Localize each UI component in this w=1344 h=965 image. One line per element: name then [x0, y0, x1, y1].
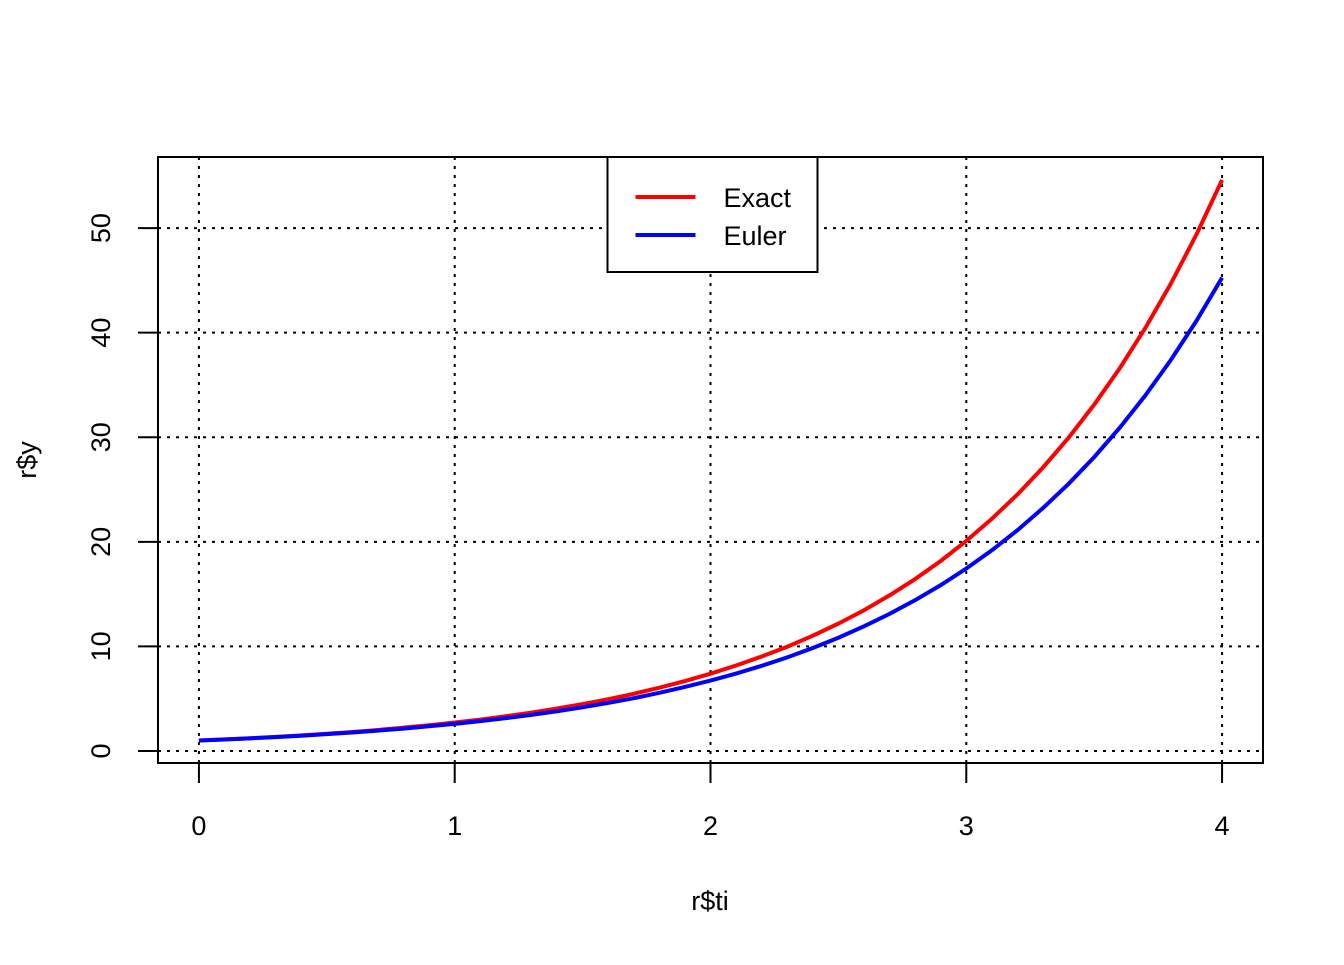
y-tick-label: 0 — [86, 743, 116, 758]
legend-label: Euler — [724, 221, 787, 251]
x-tick-label: 2 — [703, 811, 718, 841]
legend: Exact Euler — [606, 156, 819, 273]
legend-label: Exact — [724, 183, 792, 213]
y-tick-label: 20 — [86, 527, 116, 557]
x-tick-label: 3 — [959, 811, 974, 841]
y-tick-label: 30 — [86, 422, 116, 452]
legend-box — [606, 156, 819, 273]
y-tick-label: 40 — [86, 318, 116, 348]
x-axis-title: r$ti — [691, 886, 729, 916]
line — [198, 276, 1224, 743]
y-tick-label: 10 — [86, 631, 116, 661]
x-tick-label: 0 — [191, 811, 206, 841]
x-tick-label: 4 — [1215, 811, 1230, 841]
y-tick-label: 50 — [86, 213, 116, 243]
y-axis-title: r$y — [12, 441, 42, 479]
x-tick-label: 1 — [447, 811, 462, 841]
